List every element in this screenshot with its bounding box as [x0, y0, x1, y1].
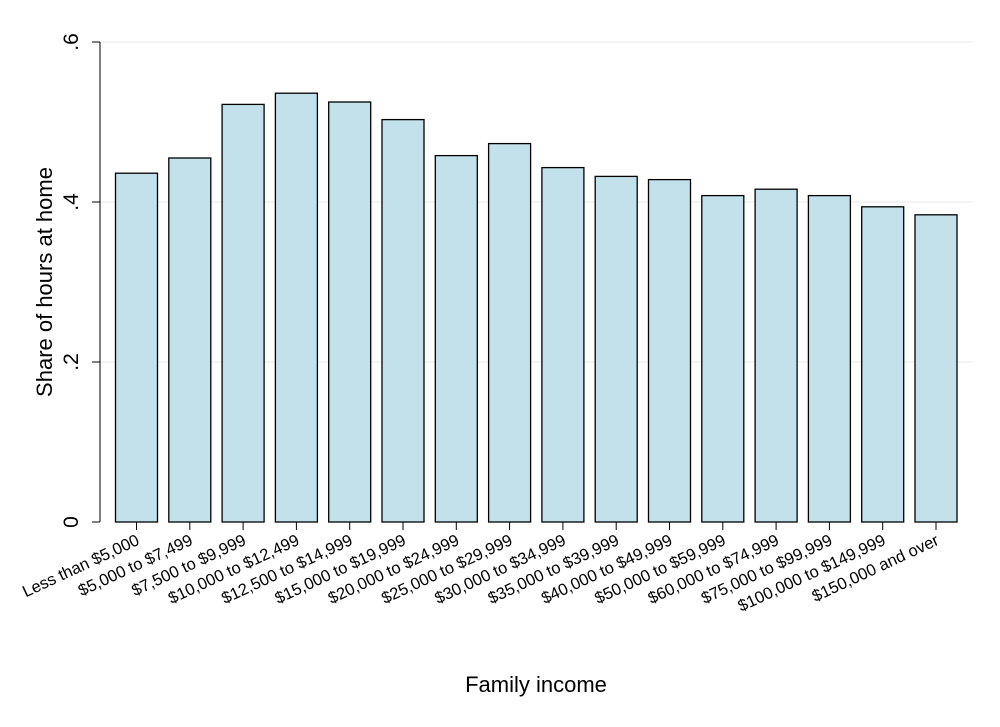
y-tick-label-0: 0	[60, 516, 83, 528]
bar-13	[807, 194, 852, 523]
bar-7	[487, 142, 532, 523]
y-axis-label: Share of hours at home	[32, 167, 57, 397]
bar-8	[541, 166, 585, 523]
y-tick-label-2: .4	[60, 193, 83, 211]
bar-6	[434, 154, 478, 523]
bar-1	[168, 157, 212, 523]
bar-5	[381, 118, 425, 523]
bar-4	[328, 101, 372, 523]
y-tick-label-3: .6	[60, 33, 83, 51]
bar-2	[221, 103, 265, 523]
bar-14	[861, 206, 905, 523]
bar-3	[274, 92, 319, 523]
bars	[114, 92, 958, 523]
y-tick-label-1: .2	[60, 353, 83, 371]
x-axis-label: Family income	[465, 672, 607, 697]
bar-9	[594, 175, 638, 523]
bar-15	[914, 214, 958, 523]
y-ticks: 0 .2 .4 .6	[60, 33, 100, 528]
bar-10	[647, 178, 692, 523]
bar-12	[754, 188, 798, 523]
bar-11	[701, 194, 745, 523]
bar-0	[114, 172, 159, 523]
